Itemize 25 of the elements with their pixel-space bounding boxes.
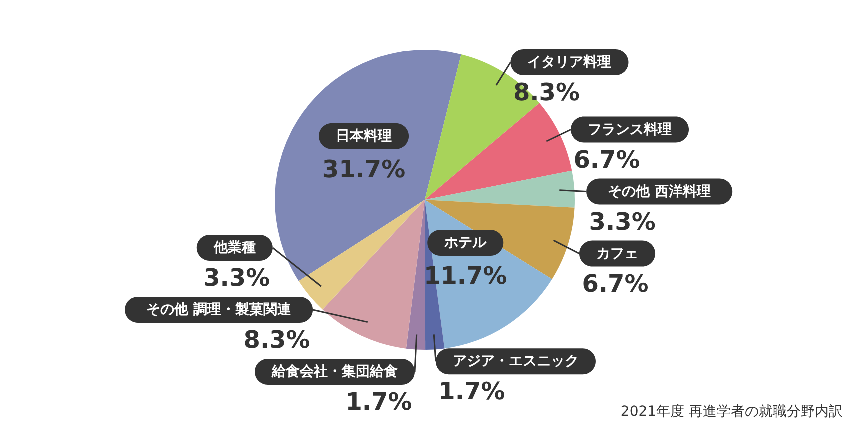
data-label: 31.7% (322, 155, 406, 184)
data-label: 1.7% (438, 378, 506, 406)
data-label: 1.7% (346, 388, 412, 416)
pie-slice (406, 200, 426, 350)
data-label: 6.7% (574, 146, 640, 174)
text: 2021年度 再進学者の就職分野内訳 (620, 404, 843, 420)
data-label: 3.3% (589, 208, 656, 236)
data-label: 3.3% (204, 264, 270, 292)
slice-label: 日本料理 (336, 128, 392, 144)
pie-slice (322, 200, 425, 349)
slice-label: ホテル (444, 235, 488, 252)
slice-label: 給食会社・集団給食 (271, 364, 398, 380)
data-label: 8.3% (244, 326, 310, 354)
slice-label: その他 調理・製菓関連 (146, 301, 292, 318)
data-label: 11.7% (424, 262, 508, 290)
slice-label: その他 西洋料理 (608, 184, 712, 200)
data-label: 6.7% (582, 270, 649, 298)
slice-label: カフェ (596, 246, 639, 262)
slice-label: イタリア料理 (528, 54, 612, 71)
pie-slice (425, 103, 572, 200)
slice-label: 他業種 (212, 240, 256, 256)
slice-label: フランス料理 (588, 122, 672, 138)
pie-slice (425, 170, 575, 208)
pie-slice (298, 200, 425, 310)
slice-label: アジア・エスニック (452, 354, 579, 370)
